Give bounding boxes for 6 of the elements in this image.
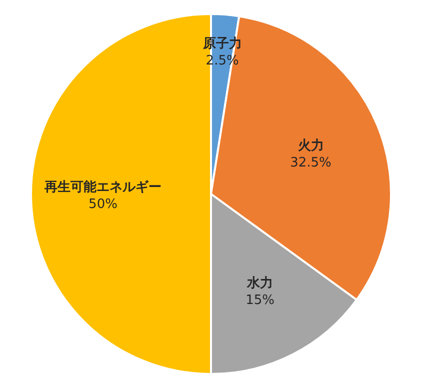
- slice-label: 火力: [296, 138, 324, 154]
- data-label: 32.5%: [290, 156, 332, 171]
- slice-label: 水力: [246, 276, 274, 292]
- data-label: 15%: [246, 293, 274, 308]
- slice-label: 再生可能エネルギー: [44, 179, 162, 195]
- data-label: 50%: [88, 197, 118, 212]
